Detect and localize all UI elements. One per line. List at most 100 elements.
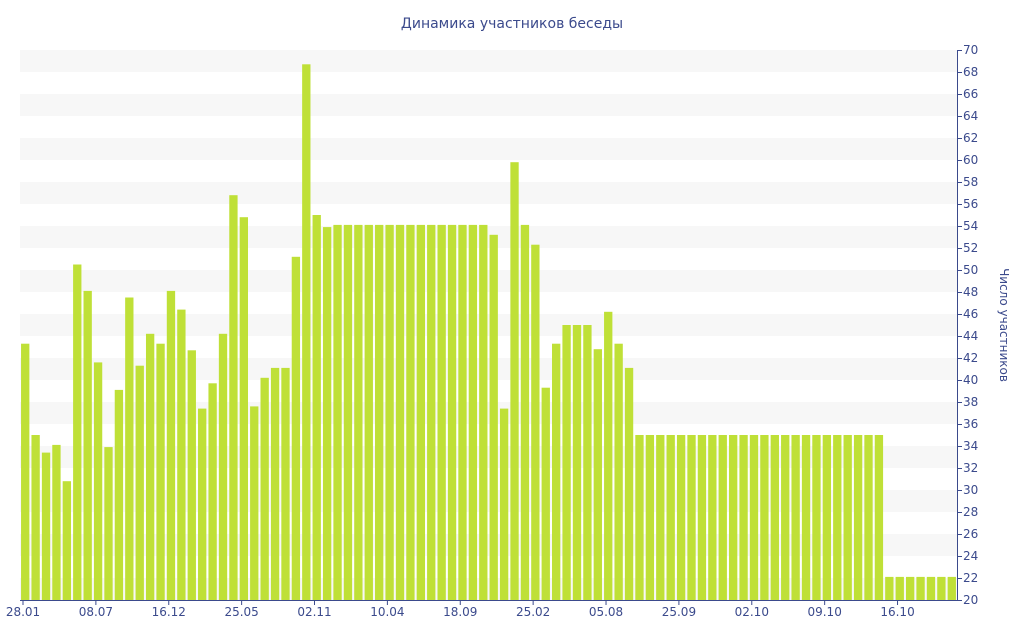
- y-tick-label: 60: [963, 153, 978, 167]
- bar: [302, 64, 311, 601]
- bar: [458, 224, 467, 600]
- bar: [749, 435, 759, 600]
- bar: [635, 435, 644, 600]
- bar: [583, 325, 592, 600]
- y-tick-label: 46: [963, 307, 978, 321]
- bar: [614, 343, 623, 600]
- bar: [728, 435, 738, 600]
- bar: [541, 387, 550, 600]
- bar: [770, 435, 779, 600]
- y-tick-label: 42: [963, 351, 978, 365]
- bar: [395, 224, 405, 600]
- y-tick-label: 70: [963, 43, 978, 57]
- x-tick-label: 16.12: [152, 605, 186, 619]
- bar: [354, 224, 363, 600]
- y-tick-label: 28: [963, 505, 978, 519]
- y-tick-label: 36: [963, 417, 978, 431]
- bar: [229, 195, 238, 600]
- bar: [895, 576, 904, 600]
- bar: [239, 217, 249, 600]
- bar: [781, 435, 790, 600]
- bar: [145, 333, 155, 600]
- y-tick-label: 56: [963, 197, 978, 211]
- bar: [198, 408, 207, 600]
- x-tick-label: 05.08: [589, 605, 623, 619]
- y-tick-label: 50: [963, 263, 978, 277]
- bar: [62, 481, 72, 600]
- bar: [21, 343, 30, 600]
- x-tick-label: 09.10: [807, 605, 841, 619]
- bar: [281, 367, 290, 600]
- y-tick-label: 26: [963, 527, 978, 541]
- y-tick-label: 54: [963, 219, 978, 233]
- bar: [322, 227, 332, 600]
- y-tick-label: 64: [963, 109, 978, 123]
- y-axis-ticks: 20 22 24 26 28 30 32 34 36 38 40 42 44 46 48 50 52 54 56 58…: [957, 43, 978, 607]
- bar: [739, 435, 748, 600]
- y-tick-label: 34: [963, 439, 978, 453]
- y-tick-label: 38: [963, 395, 978, 409]
- bar: [375, 224, 384, 600]
- bar: [499, 408, 509, 600]
- x-tick-label: 28.01: [6, 605, 40, 619]
- bar: [801, 435, 811, 600]
- bar: [926, 576, 936, 600]
- bars-group: [21, 64, 956, 601]
- y-tick-label: 22: [963, 571, 978, 585]
- y-tick-label: 44: [963, 329, 978, 343]
- bar: [208, 383, 217, 600]
- grid-bands: [20, 50, 957, 600]
- bar: [125, 297, 134, 600]
- bar: [520, 224, 530, 600]
- bar: [52, 444, 61, 600]
- bar: [489, 234, 498, 601]
- bar: [822, 435, 832, 600]
- bar: [270, 367, 280, 600]
- y-tick-label: 20: [963, 593, 978, 607]
- x-tick-label: 08.07: [79, 605, 113, 619]
- bar: [624, 367, 634, 600]
- bar: [250, 406, 259, 600]
- y-tick-label: 62: [963, 131, 978, 145]
- y-tick-label: 40: [963, 373, 978, 387]
- bar: [291, 256, 301, 600]
- y-tick-label: 58: [963, 175, 978, 189]
- y-axis-label: Число участников: [997, 268, 1011, 382]
- bar: [676, 435, 686, 600]
- bar: [843, 435, 852, 600]
- y-tick-label: 30: [963, 483, 978, 497]
- bar: [218, 333, 228, 600]
- bar: [260, 377, 269, 600]
- grid-band: [20, 226, 957, 248]
- bar: [791, 435, 800, 600]
- bar: [177, 309, 186, 600]
- bar: [718, 435, 727, 600]
- x-tick-label: 16.10: [880, 605, 914, 619]
- bar: [708, 435, 717, 600]
- bar: [437, 224, 446, 600]
- bar: [853, 435, 863, 600]
- x-tick-label: 02.11: [297, 605, 331, 619]
- x-tick-label: 25.05: [224, 605, 258, 619]
- y-tick-label: 24: [963, 549, 978, 563]
- bar: [343, 224, 353, 600]
- bar: [31, 435, 40, 600]
- bar: [593, 349, 602, 600]
- grid-band: [20, 358, 957, 380]
- bar: [572, 325, 582, 600]
- grid-band: [20, 50, 957, 72]
- y-tick-label: 32: [963, 461, 978, 475]
- bar: [468, 224, 478, 600]
- bar: [385, 224, 394, 600]
- y-tick-label: 66: [963, 87, 978, 101]
- grid-band: [20, 138, 957, 160]
- bar: [697, 435, 707, 600]
- bar: [93, 362, 103, 600]
- bar: [833, 435, 842, 600]
- x-tick-label: 25.09: [662, 605, 696, 619]
- bar: [41, 452, 51, 600]
- grid-band: [20, 314, 957, 336]
- bar: [166, 290, 176, 600]
- bar: [656, 435, 665, 600]
